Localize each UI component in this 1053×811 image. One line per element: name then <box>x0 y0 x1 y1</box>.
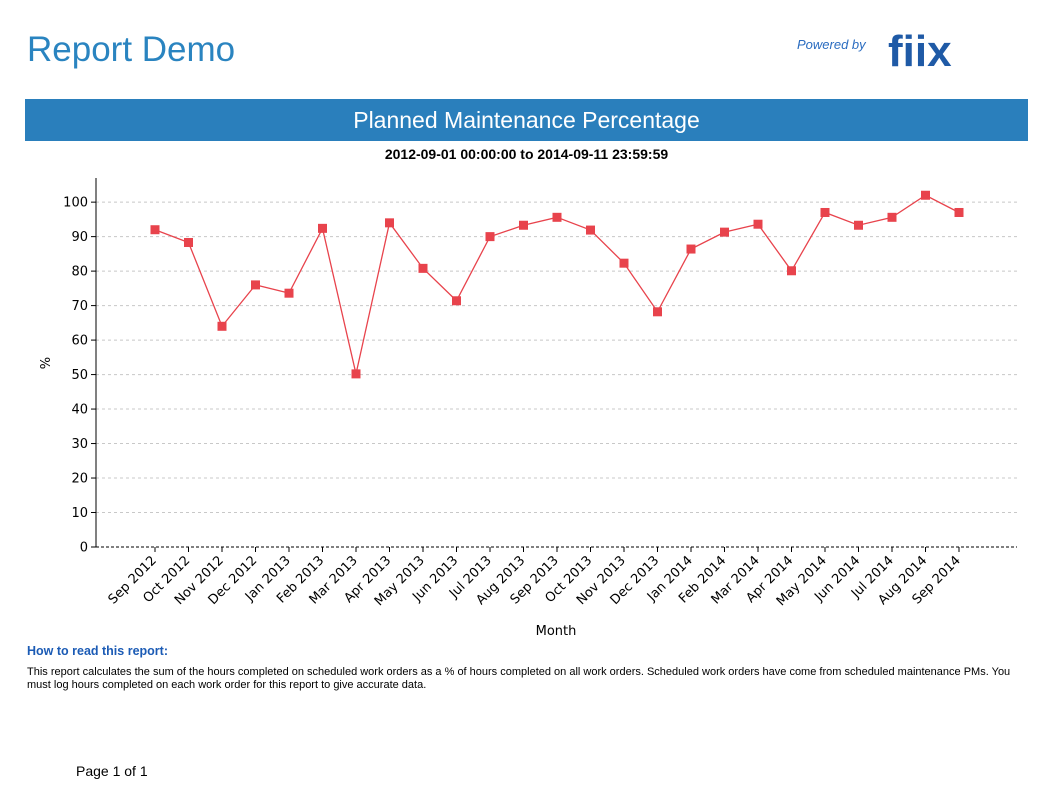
data-point <box>184 237 193 247</box>
x-axis-label: Month <box>536 624 577 639</box>
data-point <box>418 263 428 273</box>
data-points <box>150 190 964 379</box>
data-point <box>653 307 662 317</box>
data-point <box>351 369 361 379</box>
data-point <box>887 212 897 222</box>
y-tick-label: 20 <box>71 472 88 487</box>
data-point <box>854 220 863 230</box>
y-tick-label: 30 <box>71 437 88 452</box>
data-point <box>217 321 227 331</box>
data-point <box>787 266 796 276</box>
data-point <box>720 227 729 237</box>
y-tick-label: 90 <box>71 230 88 245</box>
axes <box>95 178 1017 548</box>
y-tick-label: 70 <box>71 299 88 314</box>
data-point <box>586 225 595 235</box>
y-tick-label: 40 <box>71 403 88 418</box>
data-point <box>921 190 930 200</box>
chart-title-banner: Planned Maintenance Percentage <box>25 99 1028 141</box>
data-point <box>619 258 629 268</box>
data-point <box>954 207 964 217</box>
grid-lines <box>96 201 1017 514</box>
data-point <box>519 220 528 230</box>
y-axis-label: % <box>39 357 54 369</box>
y-tick-label: 50 <box>71 368 88 383</box>
y-tick-label: 10 <box>71 506 88 521</box>
data-point <box>552 212 562 222</box>
series-line <box>154 194 960 375</box>
report-title: Report Demo <box>27 30 236 69</box>
y-tick-label: 100 <box>63 196 88 211</box>
data-point <box>318 223 327 233</box>
data-point <box>485 232 495 242</box>
data-point <box>753 219 763 229</box>
chart-title: Planned Maintenance Percentage <box>353 106 700 133</box>
data-point <box>251 280 260 290</box>
page-number: Page 1 of 1 <box>76 763 148 779</box>
howto-body: This report calculates the sum of the ho… <box>27 666 1011 691</box>
data-point <box>686 244 696 254</box>
y-tick-label: 0 <box>80 541 88 556</box>
y-tick-label: 60 <box>71 334 88 349</box>
data-point <box>150 225 160 235</box>
y-tick-label: 80 <box>71 265 88 280</box>
data-point <box>385 218 394 228</box>
fiix-logo: fiix <box>888 28 952 70</box>
y-axis-ticks: 0 10 20 30 40 50 60 70 80 90 100 <box>63 196 96 556</box>
data-point <box>284 288 294 298</box>
date-range: 2012-09-01 00:00:00 to 2014-09-11 23:59:… <box>384 146 669 162</box>
data-point <box>452 296 461 306</box>
fiix-logo-text: fiix <box>888 28 952 70</box>
powered-by-label: Powered by <box>797 37 866 52</box>
data-point <box>820 207 830 217</box>
howto-title: How to read this report: <box>27 644 168 658</box>
